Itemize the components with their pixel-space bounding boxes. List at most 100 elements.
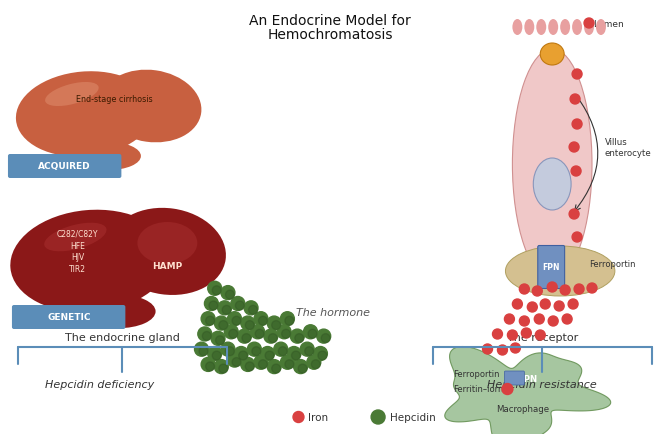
Circle shape [287, 347, 301, 361]
Circle shape [226, 347, 234, 356]
Circle shape [248, 342, 262, 356]
Ellipse shape [584, 20, 594, 36]
Circle shape [258, 360, 268, 369]
Circle shape [321, 334, 330, 343]
Circle shape [242, 334, 251, 343]
Circle shape [245, 362, 254, 371]
Ellipse shape [109, 208, 226, 295]
FancyBboxPatch shape [538, 246, 564, 289]
Text: Lumen: Lumen [593, 20, 623, 29]
FancyBboxPatch shape [505, 371, 525, 385]
Circle shape [232, 358, 241, 367]
Circle shape [212, 286, 221, 295]
Circle shape [502, 384, 513, 395]
Ellipse shape [45, 83, 99, 107]
Text: Ferritin–iorn: Ferritin–iorn [453, 385, 503, 394]
Circle shape [195, 342, 208, 356]
Text: Hepcidin: Hepcidin [390, 412, 436, 422]
Ellipse shape [16, 72, 153, 158]
Circle shape [571, 167, 581, 177]
Circle shape [280, 312, 294, 326]
Circle shape [278, 347, 288, 356]
Circle shape [224, 325, 238, 339]
Ellipse shape [513, 20, 523, 36]
Circle shape [267, 360, 281, 374]
Ellipse shape [81, 295, 155, 329]
Ellipse shape [537, 20, 546, 36]
Text: Iron: Iron [309, 412, 329, 422]
Circle shape [214, 316, 228, 330]
Ellipse shape [548, 20, 558, 36]
Circle shape [535, 314, 544, 324]
Circle shape [317, 329, 331, 343]
Text: Hepcidin deficiency: Hepcidin deficiency [45, 379, 154, 389]
Ellipse shape [533, 159, 571, 210]
FancyBboxPatch shape [12, 305, 125, 329]
Circle shape [305, 347, 313, 356]
Circle shape [222, 306, 231, 315]
Text: An Endocrine Model for: An Endocrine Model for [250, 14, 411, 28]
Text: The receptor: The receptor [507, 332, 578, 342]
Circle shape [570, 95, 580, 105]
Circle shape [231, 297, 245, 311]
Circle shape [235, 301, 244, 310]
Ellipse shape [572, 20, 582, 36]
Circle shape [568, 299, 578, 309]
Circle shape [216, 336, 224, 345]
Circle shape [533, 286, 542, 296]
Circle shape [293, 411, 304, 423]
Circle shape [371, 410, 385, 424]
Circle shape [234, 347, 248, 361]
Circle shape [219, 321, 228, 330]
Circle shape [211, 332, 225, 345]
Ellipse shape [11, 210, 171, 312]
Text: FPN: FPN [542, 263, 560, 272]
Circle shape [277, 325, 291, 339]
Circle shape [260, 347, 274, 361]
Text: Macrophage: Macrophage [496, 404, 549, 414]
Circle shape [208, 347, 222, 361]
Circle shape [280, 355, 294, 369]
Ellipse shape [540, 44, 564, 66]
Circle shape [285, 316, 294, 326]
Circle shape [201, 358, 215, 372]
Circle shape [264, 329, 278, 343]
Circle shape [300, 342, 314, 356]
Circle shape [540, 299, 550, 309]
Circle shape [519, 316, 529, 326]
Circle shape [569, 143, 579, 153]
Text: Hepcidin resistance: Hepcidin resistance [487, 379, 597, 389]
Circle shape [562, 314, 572, 324]
Circle shape [483, 344, 493, 354]
Circle shape [198, 327, 212, 341]
Circle shape [493, 329, 503, 339]
Ellipse shape [101, 70, 201, 143]
Circle shape [548, 316, 558, 326]
Text: C282/C82Y
HFE
HJV
TIR2: C282/C82Y HFE HJV TIR2 [57, 229, 98, 273]
Circle shape [238, 351, 248, 360]
Circle shape [513, 299, 523, 309]
Circle shape [268, 334, 278, 343]
Circle shape [228, 329, 238, 339]
Ellipse shape [44, 223, 106, 252]
Circle shape [228, 353, 242, 367]
Circle shape [244, 301, 258, 315]
Circle shape [209, 301, 218, 310]
Ellipse shape [505, 247, 615, 296]
Circle shape [572, 233, 582, 243]
Ellipse shape [76, 143, 141, 171]
Circle shape [295, 334, 303, 343]
Ellipse shape [525, 20, 535, 36]
Circle shape [238, 329, 252, 343]
Circle shape [307, 355, 321, 369]
Ellipse shape [560, 20, 570, 36]
Circle shape [205, 297, 218, 311]
Text: FPN: FPN [518, 375, 537, 384]
Circle shape [254, 312, 268, 326]
Circle shape [248, 306, 258, 315]
Circle shape [203, 332, 211, 341]
Ellipse shape [513, 50, 592, 279]
Circle shape [272, 364, 281, 373]
Circle shape [251, 325, 265, 339]
Text: The endocrine gland: The endocrine gland [65, 332, 180, 342]
